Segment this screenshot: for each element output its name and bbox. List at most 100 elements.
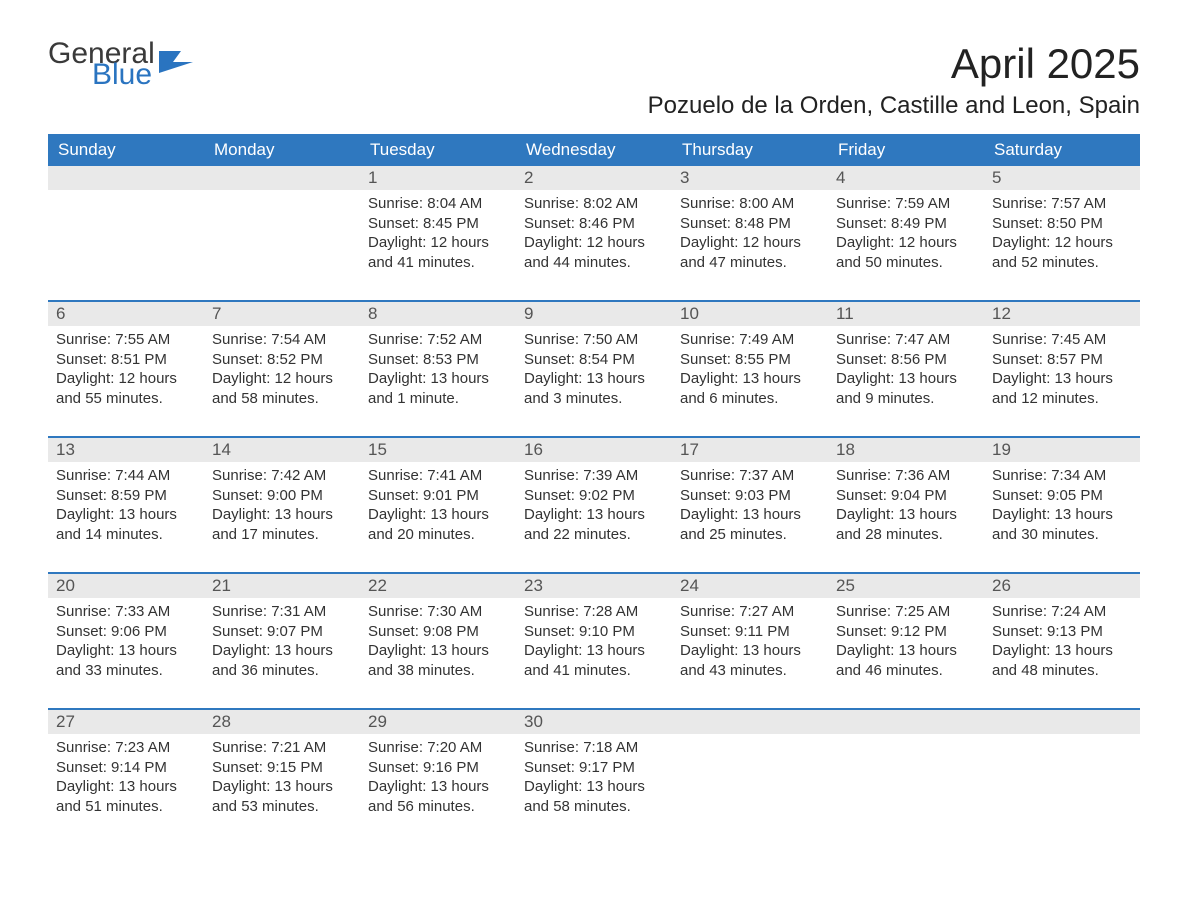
sunset-text: Sunset: 8:54 PM [524,350,664,370]
sunrise-text: Sunrise: 7:23 AM [56,738,196,758]
sunset-text: Sunset: 8:51 PM [56,350,196,370]
day-number: 19 [984,438,1140,462]
sunset-text: Sunset: 8:53 PM [368,350,508,370]
day-number: 23 [516,574,672,598]
week-cell-row: Sunrise: 7:55 AMSunset: 8:51 PMDaylight:… [48,326,1140,422]
day-number [672,710,828,734]
sunrise-text: Sunrise: 7:33 AM [56,602,196,622]
daylight-text-2: and 58 minutes. [212,389,352,409]
day-number: 1 [360,166,516,190]
day-cell: Sunrise: 7:49 AMSunset: 8:55 PMDaylight:… [672,326,828,422]
day-number: 24 [672,574,828,598]
sunrise-text: Sunrise: 7:42 AM [212,466,352,486]
sunrise-text: Sunrise: 7:59 AM [836,194,976,214]
day-number: 8 [360,302,516,326]
week-daynum-row: 6789101112 [48,300,1140,326]
sunrise-text: Sunrise: 7:27 AM [680,602,820,622]
day-number: 30 [516,710,672,734]
sunrise-text: Sunrise: 7:44 AM [56,466,196,486]
day-number: 11 [828,302,984,326]
sunrise-text: Sunrise: 8:00 AM [680,194,820,214]
day-cell: Sunrise: 7:30 AMSunset: 9:08 PMDaylight:… [360,598,516,694]
daylight-text-2: and 55 minutes. [56,389,196,409]
daylight-text-2: and 6 minutes. [680,389,820,409]
daylight-text-2: and 41 minutes. [368,253,508,273]
sunrise-text: Sunrise: 7:36 AM [836,466,976,486]
day-cell: Sunrise: 7:37 AMSunset: 9:03 PMDaylight:… [672,462,828,558]
sunrise-text: Sunrise: 8:02 AM [524,194,664,214]
daylight-text-2: and 44 minutes. [524,253,664,273]
daylight-text-1: Daylight: 12 hours [56,369,196,389]
daylight-text-2: and 56 minutes. [368,797,508,817]
daylight-text-1: Daylight: 13 hours [524,641,664,661]
daylight-text-1: Daylight: 13 hours [680,641,820,661]
day-cell: Sunrise: 7:41 AMSunset: 9:01 PMDaylight:… [360,462,516,558]
day-cell: Sunrise: 7:47 AMSunset: 8:56 PMDaylight:… [828,326,984,422]
daylight-text-1: Daylight: 13 hours [992,505,1132,525]
day-cell: Sunrise: 7:52 AMSunset: 8:53 PMDaylight:… [360,326,516,422]
sunset-text: Sunset: 8:50 PM [992,214,1132,234]
day-number: 3 [672,166,828,190]
day-cell [204,190,360,286]
location-subtitle: Pozuelo de la Orden, Castille and Leon, … [48,92,1140,120]
sunset-text: Sunset: 8:52 PM [212,350,352,370]
sunrise-text: Sunrise: 7:57 AM [992,194,1132,214]
sunrise-text: Sunrise: 7:24 AM [992,602,1132,622]
day-number: 17 [672,438,828,462]
week-daynum-row: 12345 [48,166,1140,190]
daylight-text-2: and 36 minutes. [212,661,352,681]
flag-icon [159,47,193,81]
week-cell-row: Sunrise: 7:33 AMSunset: 9:06 PMDaylight:… [48,598,1140,694]
day-number [984,710,1140,734]
week-cell-row: Sunrise: 8:04 AMSunset: 8:45 PMDaylight:… [48,190,1140,286]
sunset-text: Sunset: 9:05 PM [992,486,1132,506]
sunset-text: Sunset: 9:00 PM [212,486,352,506]
daylight-text-1: Daylight: 13 hours [56,777,196,797]
week-daynum-row: 13141516171819 [48,436,1140,462]
daylight-text-1: Daylight: 13 hours [524,505,664,525]
sunset-text: Sunset: 9:04 PM [836,486,976,506]
week-cell-row: Sunrise: 7:44 AMSunset: 8:59 PMDaylight:… [48,462,1140,558]
sunset-text: Sunset: 9:15 PM [212,758,352,778]
daylight-text-1: Daylight: 12 hours [368,233,508,253]
daylight-text-2: and 17 minutes. [212,525,352,545]
day-number: 14 [204,438,360,462]
daylight-text-2: and 58 minutes. [524,797,664,817]
daylight-text-1: Daylight: 13 hours [680,369,820,389]
day-number: 26 [984,574,1140,598]
sunrise-text: Sunrise: 7:49 AM [680,330,820,350]
week-daynum-row: 20212223242526 [48,572,1140,598]
sunrise-text: Sunrise: 7:34 AM [992,466,1132,486]
day-number: 16 [516,438,672,462]
day-number [48,166,204,190]
day-cell: Sunrise: 8:00 AMSunset: 8:48 PMDaylight:… [672,190,828,286]
day-number: 27 [48,710,204,734]
day-cell: Sunrise: 7:54 AMSunset: 8:52 PMDaylight:… [204,326,360,422]
day-number: 18 [828,438,984,462]
daylight-text-1: Daylight: 13 hours [368,777,508,797]
day-cell: Sunrise: 7:28 AMSunset: 9:10 PMDaylight:… [516,598,672,694]
week-cell-row: Sunrise: 7:23 AMSunset: 9:14 PMDaylight:… [48,734,1140,830]
day-number: 15 [360,438,516,462]
sunset-text: Sunset: 9:11 PM [680,622,820,642]
daylight-text-1: Daylight: 13 hours [368,641,508,661]
sunrise-text: Sunrise: 7:47 AM [836,330,976,350]
day-cell [828,734,984,830]
day-number: 21 [204,574,360,598]
daylight-text-1: Daylight: 13 hours [992,641,1132,661]
daylight-text-2: and 52 minutes. [992,253,1132,273]
daylight-text-2: and 53 minutes. [212,797,352,817]
sunset-text: Sunset: 9:08 PM [368,622,508,642]
daylight-text-2: and 48 minutes. [992,661,1132,681]
day-number: 12 [984,302,1140,326]
day-cell: Sunrise: 7:55 AMSunset: 8:51 PMDaylight:… [48,326,204,422]
day-number: 9 [516,302,672,326]
day-number: 10 [672,302,828,326]
daylight-text-1: Daylight: 13 hours [56,505,196,525]
day-number: 13 [48,438,204,462]
day-number [204,166,360,190]
sunset-text: Sunset: 9:14 PM [56,758,196,778]
day-header: Friday [828,134,984,166]
day-cell: Sunrise: 7:21 AMSunset: 9:15 PMDaylight:… [204,734,360,830]
daylight-text-1: Daylight: 12 hours [992,233,1132,253]
